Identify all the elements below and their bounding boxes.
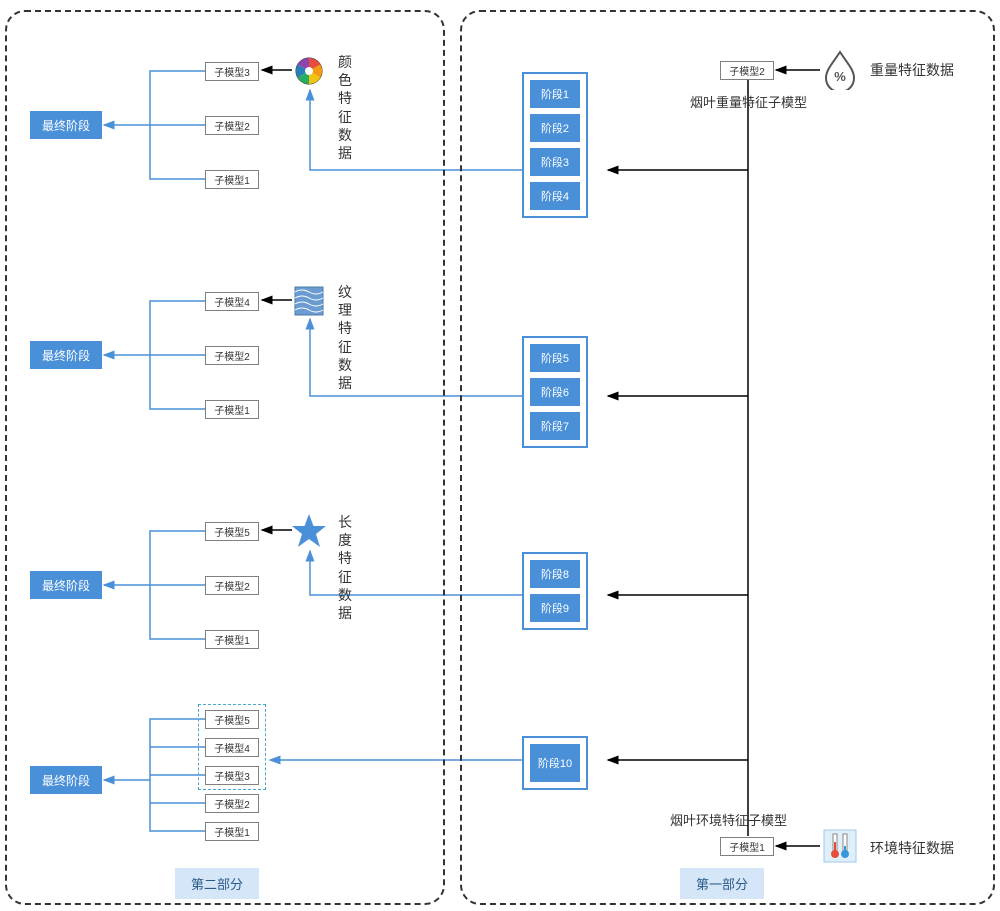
stage-container: 阶段1 阶段2 阶段3 阶段4 bbox=[522, 72, 588, 218]
env-model-label: 烟叶环境特征子模型 bbox=[670, 810, 787, 829]
thermometer-icon bbox=[822, 828, 858, 864]
final-stage-box: 最终阶段 bbox=[30, 766, 102, 794]
submodel-box: 子模型5 bbox=[205, 710, 259, 729]
env-feature-label: 环境特征数据 bbox=[870, 838, 954, 858]
svg-text:%: % bbox=[834, 69, 846, 84]
stage-box: 阶段6 bbox=[530, 378, 580, 406]
submodel-box: 子模型1 bbox=[205, 170, 259, 189]
weight-model-label: 烟叶重量特征子模型 bbox=[690, 92, 807, 111]
submodel-box: 子模型2 bbox=[205, 794, 259, 813]
stage-box: 阶段10 bbox=[530, 744, 580, 782]
color-wheel-icon bbox=[294, 56, 324, 86]
submodel-box: 子模型3 bbox=[205, 62, 259, 81]
submodel-box: 子模型1 bbox=[205, 400, 259, 419]
submodel-box: 子模型2 bbox=[205, 576, 259, 595]
submodel-box: 子模型2 bbox=[205, 116, 259, 135]
stage-box: 阶段8 bbox=[530, 560, 580, 588]
feature-label: 纹理特征数据 bbox=[335, 283, 355, 392]
stage-box: 阶段1 bbox=[530, 80, 580, 108]
final-stage-box: 最终阶段 bbox=[30, 111, 102, 139]
stage-box: 阶段2 bbox=[530, 114, 580, 142]
final-stage-box: 最终阶段 bbox=[30, 341, 102, 369]
part-label-left: 第二部分 bbox=[175, 868, 259, 899]
stage-container: 阶段8 阶段9 bbox=[522, 552, 588, 630]
submodel-box: 子模型4 bbox=[205, 738, 259, 757]
final-stage-box: 最终阶段 bbox=[30, 571, 102, 599]
submodel-box: 子模型4 bbox=[205, 292, 259, 311]
stage-box: 阶段9 bbox=[530, 594, 580, 622]
submodel-box: 子模型2 bbox=[205, 346, 259, 365]
stage-container: 阶段10 bbox=[522, 736, 588, 790]
stage-box: 阶段5 bbox=[530, 344, 580, 372]
feature-label: 颜色特征数据 bbox=[335, 53, 355, 162]
stage-box: 阶段3 bbox=[530, 148, 580, 176]
percent-drop-icon: % bbox=[822, 50, 858, 90]
stage-box: 阶段4 bbox=[530, 182, 580, 210]
feature-label: 长度特征数据 bbox=[335, 513, 355, 622]
submodel-box: 子模型1 bbox=[205, 630, 259, 649]
submodel-box: 子模型5 bbox=[205, 522, 259, 541]
texture-icon bbox=[294, 286, 324, 316]
submodel-box: 子模型1 bbox=[205, 822, 259, 841]
weight-feature-label: 重量特征数据 bbox=[870, 60, 954, 80]
part-label-right: 第一部分 bbox=[680, 868, 764, 899]
env-submodel-box: 子模型1 bbox=[720, 837, 774, 856]
stage-box: 阶段7 bbox=[530, 412, 580, 440]
stage-container: 阶段5 阶段6 阶段7 bbox=[522, 336, 588, 448]
submodel-box: 子模型3 bbox=[205, 766, 259, 785]
weight-submodel-box: 子模型2 bbox=[720, 61, 774, 80]
star-icon bbox=[290, 512, 328, 550]
